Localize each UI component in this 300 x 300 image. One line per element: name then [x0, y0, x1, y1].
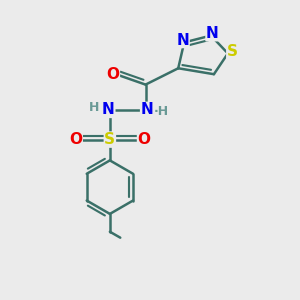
Text: ·H: ·H	[153, 106, 169, 118]
Text: S: S	[104, 132, 116, 147]
Text: H: H	[89, 101, 100, 114]
Text: N: N	[141, 102, 153, 117]
Text: N: N	[176, 32, 189, 47]
Text: O: O	[106, 67, 119, 82]
Text: S: S	[227, 44, 238, 59]
Text: O: O	[138, 132, 151, 147]
Text: O: O	[69, 132, 82, 147]
Text: N: N	[102, 102, 115, 117]
Text: N: N	[206, 26, 219, 41]
